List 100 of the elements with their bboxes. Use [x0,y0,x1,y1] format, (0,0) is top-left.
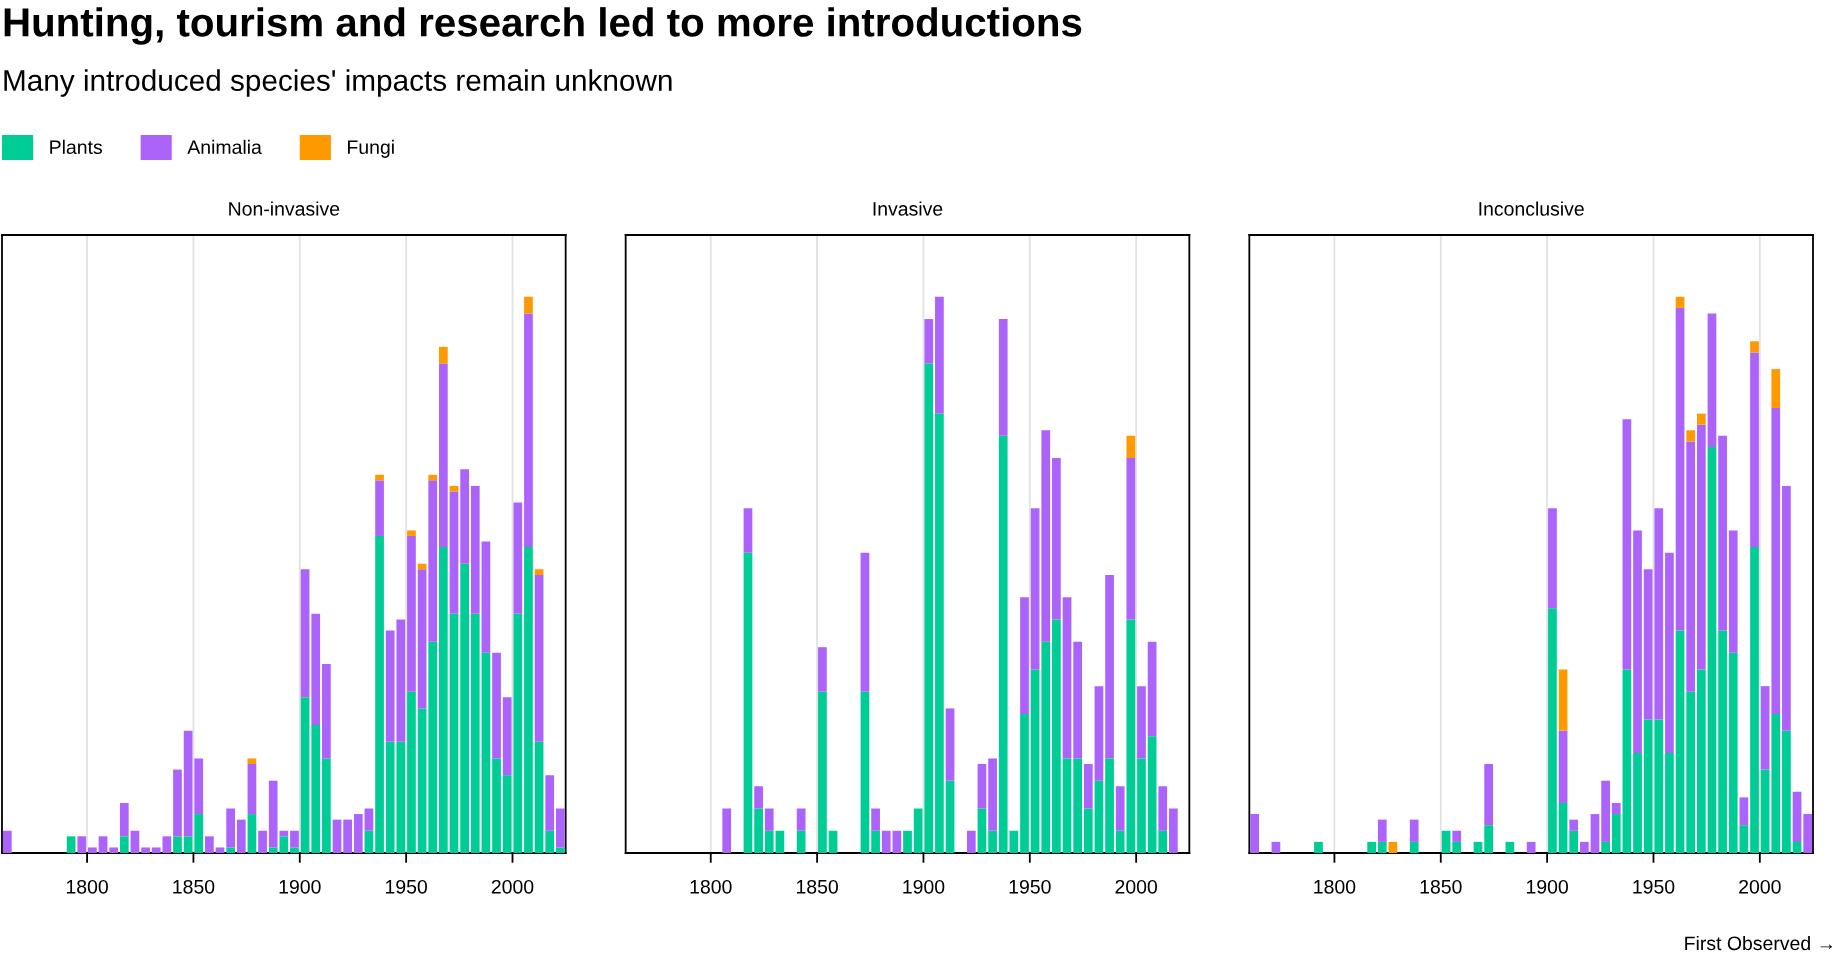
bar [247,814,257,853]
bar [903,830,912,853]
bar [258,830,267,853]
bar [1505,841,1515,853]
bar [913,808,923,853]
bar [66,836,76,853]
bar [1696,413,1706,425]
bar [364,830,374,853]
bar [1314,841,1323,853]
bar [183,836,193,853]
bar [1147,641,1157,737]
bar [1137,686,1146,759]
bar [439,363,448,548]
bar [1675,296,1685,308]
bar [1147,736,1157,853]
bar [322,758,331,853]
bar [545,775,555,831]
bar [935,413,944,853]
bar [1115,786,1125,831]
bar [754,786,763,809]
bar [1750,341,1759,353]
bar [1083,808,1093,853]
bar [1601,841,1610,853]
bar [119,836,129,853]
bar [1073,758,1083,853]
bar [1052,619,1061,853]
bar [796,830,806,853]
bar [1718,630,1727,853]
bar [407,535,416,692]
bar [1611,814,1621,853]
bar [1569,830,1579,853]
x-tick-label: 1950 [386,879,428,894]
bar [998,319,1008,436]
bar [988,830,997,853]
bar [417,569,427,709]
chart-title: Inconclusive [1479,201,1584,216]
bar [945,780,955,853]
bar [1020,713,1029,853]
bar [764,808,774,831]
bar [1771,369,1781,409]
bar [290,847,299,853]
bar [492,652,501,759]
x-tick-label: 1850 [1420,879,1462,894]
bar [1728,530,1738,653]
bar [375,535,384,853]
bar [141,847,150,853]
bar [1718,435,1727,631]
bar [1041,641,1051,853]
bar [88,847,97,853]
x-tick-label: 1950 [1633,879,1675,894]
bar [1137,758,1146,853]
x-tick-label: 1850 [796,879,838,894]
bar [183,730,193,837]
bar [524,547,533,853]
x-tick-label: 1900 [279,879,321,894]
x-tick-label: 1950 [1009,879,1051,894]
chart-title: Non-invasive [229,201,340,216]
bar [743,508,753,553]
bar [460,563,469,853]
bar [439,547,448,853]
bar [1792,841,1802,853]
bar [1094,686,1104,781]
bar [860,691,870,853]
bar [1590,814,1600,853]
bar [1052,458,1061,620]
bar [1569,819,1579,831]
bar [1526,841,1536,853]
bar [1611,802,1621,815]
chart-title: Invasive [873,201,943,216]
bar [343,819,353,853]
bar [1675,307,1685,631]
bar [460,469,469,564]
bar [1750,352,1759,548]
x-tick-label: 2000 [491,879,534,894]
bar [1728,652,1738,853]
bar [311,725,321,853]
bar [1158,830,1168,853]
bar [2,830,12,853]
bar [375,480,384,536]
bar [754,808,763,853]
bar [300,697,310,853]
bar [1665,552,1674,753]
x-tick-label: 1800 [66,879,108,894]
bar [290,830,299,848]
x-tick-label: 1850 [173,879,215,894]
bar [1792,791,1802,842]
bar [1409,819,1419,842]
bar [1169,808,1178,853]
bar [871,808,880,831]
bar [300,569,310,698]
bar [1696,424,1706,670]
bar [1548,608,1557,853]
bar [1739,797,1749,826]
legend-label: Animalia [187,139,262,155]
bar [1665,752,1674,853]
bar [1782,485,1791,731]
bar [534,574,544,742]
bar [481,541,491,653]
bar [1271,841,1281,853]
bar [1739,825,1749,853]
